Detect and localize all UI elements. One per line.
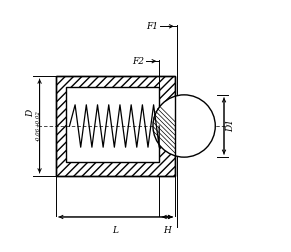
Text: D: D (26, 110, 36, 117)
Text: L: L (113, 226, 119, 235)
Circle shape (153, 95, 215, 157)
Bar (56, 76, 175, 176)
Text: D1: D1 (226, 119, 235, 133)
Bar (56, 76, 175, 176)
Text: H: H (163, 226, 171, 235)
Bar (66, 87, 159, 162)
Bar (66, 87, 159, 162)
Text: F1: F1 (146, 22, 158, 31)
Text: F2: F2 (132, 57, 144, 66)
Text: +0.02: +0.02 (36, 110, 41, 127)
Text: -0.06: -0.06 (36, 127, 41, 141)
